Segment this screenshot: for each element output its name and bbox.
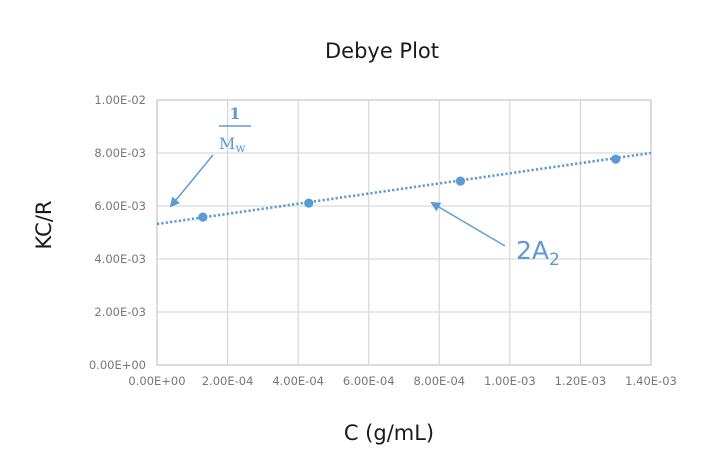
y-tick-label: 0.00E+00 xyxy=(89,358,146,372)
x-tick-label: 1.00E-03 xyxy=(484,374,536,388)
data-point xyxy=(198,212,208,222)
data-point xyxy=(455,176,466,186)
data-point xyxy=(611,154,621,164)
data-points xyxy=(198,154,621,222)
y-tick-label: 4.00E-03 xyxy=(94,252,146,266)
x-tick-label: 2.00E-04 xyxy=(202,374,254,388)
chart-title: Debye Plot xyxy=(325,39,439,63)
annotation-2a2: 2A2 xyxy=(430,201,560,270)
x-tick-label: 6.00E-04 xyxy=(343,374,395,388)
x-tick-label: 8.00E-04 xyxy=(413,374,465,388)
y-tick-label: 6.00E-03 xyxy=(94,199,146,213)
plot-area-frame xyxy=(156,99,652,366)
annotation-numerator: 1 xyxy=(229,104,240,123)
y-tick-label: 2.00E-03 xyxy=(94,305,146,319)
x-tick-label: 0.00E+00 xyxy=(128,374,185,388)
x-tick-label: 1.20E-03 xyxy=(555,374,607,388)
y-tick-label: 1.00E-02 xyxy=(94,93,146,107)
x-tick-label: 1.40E-03 xyxy=(625,374,677,388)
linear-trendline xyxy=(156,151,652,226)
x-axis-title: C (g/mL) xyxy=(344,421,434,445)
annotation-slope-label: 2A2 xyxy=(516,236,560,270)
annotation-denominator: Mw xyxy=(219,134,246,155)
y-axis-title: KC/R xyxy=(32,201,56,250)
data-point xyxy=(304,198,314,208)
arrow-to-intercept-icon xyxy=(169,154,214,208)
x-tick-label: 4.00E-04 xyxy=(272,374,324,388)
y-tick-label: 8.00E-03 xyxy=(94,146,146,160)
annotation-inverse-mw: 1 Mw xyxy=(169,104,251,208)
x-axis-tick-labels: 0.00E+00 2.00E-04 4.00E-04 6.00E-04 8.00E-04… xyxy=(128,374,676,388)
y-axis-tick-labels: 0.00E+00 2.00E-03 4.00E-03 6.00E-03 8.00E-03… xyxy=(89,93,146,372)
arrow-to-slope-icon xyxy=(430,201,506,247)
